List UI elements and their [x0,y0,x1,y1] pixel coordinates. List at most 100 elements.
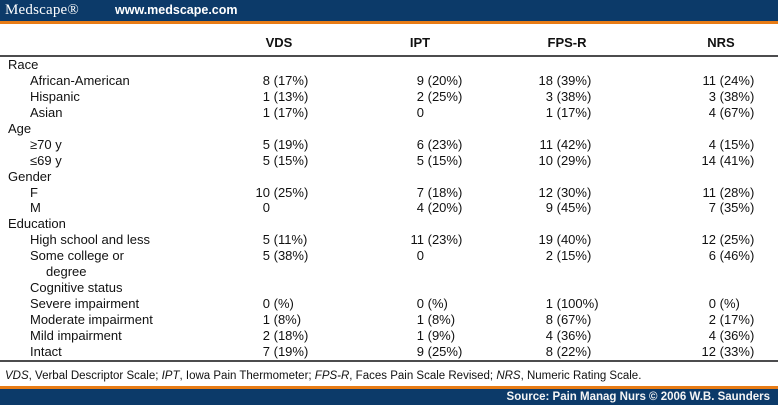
cell-count: 6 [416,136,424,152]
cell-count: 10 [255,184,270,200]
cell-percent: (35%) [716,200,755,216]
cell-percent: (20%) [424,72,463,88]
cell-percent: (18%) [270,327,309,343]
cell-count: 3 [708,88,716,104]
cell-percent: (17%) [553,104,592,120]
section-row: Cognitive status [0,280,778,296]
table-row: Severe impairment 0 (%) 0 (%) 1 (100%) 0 (%) [0,296,778,312]
cell-percent: (30%) [553,184,592,200]
cell-percent: (20%) [424,200,463,216]
top-brand-bar: Medscape® www.medscape.com [0,0,778,21]
table-row: Intact 7 (19%) 9 (25%) 8 (22%) 12 (33%) [0,344,778,360]
cell-percent: (42%) [553,136,592,152]
cell-percent: (15%) [716,136,755,152]
row-label: Asian [30,104,63,120]
cell-count: 4 [545,327,553,343]
cell-count: 11 [702,184,717,200]
cell-percent: (46%) [716,248,755,264]
cell-percent: (23%) [424,136,463,152]
medscape-logo: Medscape® [5,2,80,18]
footnote: VDS, Verbal Descriptor Scale; IPT, Iowa … [0,362,778,386]
footnote-abbrev: NRS [496,370,521,382]
cell-percent: (33%) [716,343,755,359]
row-label: Mild impairment [30,327,122,343]
cell-percent: (67%) [716,104,755,120]
cell-percent: (45%) [553,200,592,216]
row-label: Moderate impairment [30,312,153,328]
orange-divider-bottom [0,386,778,389]
section-row: Age [0,121,778,137]
cell-count: 2 [416,88,424,104]
cell-percent: (22%) [553,343,592,359]
cell-count: 0 [416,248,424,264]
cell-count: 12 [701,232,716,248]
section-row: Race [0,57,778,73]
row-label: M [30,200,41,216]
cell-percent: (25%) [424,88,463,104]
cell-count: 2 [262,327,270,343]
cell-count: 0 [708,296,716,312]
cell-percent: (17%) [716,312,755,328]
table-body: Race African-American 8 (17%) 9 (20%) 18 (39… [0,57,778,360]
cell-percent: (17%) [270,104,309,120]
cell-count: 7 [262,343,270,359]
footnote-text: , Faces Pain Scale Revised; [349,370,497,382]
cell-count: 1 [262,312,270,328]
cell-count: 1 [416,312,424,328]
table-row: M 0 4 (20%) 9 (45%) 7 (35%) [0,200,778,216]
footnote-abbrev: VDS [5,370,29,382]
row-label: Some college or degree [0,248,240,280]
cell-count: 5 [262,136,270,152]
table-header-rule [0,55,778,57]
cell-count: 19 [538,232,553,248]
column-header-ipt: IPT [409,35,431,50]
cell-percent: (38%) [270,248,309,264]
cell-count: 9 [545,200,553,216]
cell-percent: (25%) [270,184,309,200]
footnote-text: , Iowa Pain Thermometer; [179,370,315,382]
column-header-vds: VDS [265,35,293,50]
cell-count: 14 [701,152,716,168]
cell-percent: (13%) [270,88,309,104]
section-label: Education [8,216,66,232]
cell-count: 0 [416,296,424,312]
section-row: Gender [0,169,778,185]
cell-percent: (15%) [424,152,463,168]
table-row: Mild impairment 2 (18%) 1 (9%) 4 (36%) 4 (36… [0,328,778,344]
cell-percent: (15%) [270,152,309,168]
cell-percent: (36%) [553,327,592,343]
cell-count: 10 [538,152,553,168]
cell-percent: (41%) [716,152,755,168]
source-credit: Source: Pain Manag Nurs © 2006 W.B. Saun… [506,391,770,403]
column-header-row: VDS IPT FPS-R NRS [0,24,778,55]
footer-bar: Source: Pain Manag Nurs © 2006 W.B. Saun… [0,389,778,405]
row-label: ≤69 y [30,152,62,168]
cell-percent [424,248,500,280]
cell-count: 18 [538,72,553,88]
cell-percent: (29%) [553,152,592,168]
section-row: Education [0,216,778,232]
orange-divider-top [0,21,778,24]
cell-percent: (8%) [270,312,302,328]
cell-count: 4 [416,200,424,216]
cell-count: 4 [708,136,716,152]
cell-percent: (9%) [424,327,456,343]
cell-count: 8 [545,343,553,359]
cell-percent: (23%) [424,232,463,248]
section-label: Race [8,57,39,72]
footnote-abbrev: IPT [161,370,180,382]
cell-percent: (25%) [716,232,755,248]
table-row: African-American 8 (17%) 9 (20%) 18 (39%) 11… [0,73,778,89]
cell-count: 0 [416,104,424,120]
cell-percent: (11%) [270,232,308,248]
cell-percent [424,105,500,121]
section-label: Cognitive status [30,280,123,296]
row-label-line2: degree [46,264,87,280]
row-label: F [30,184,38,200]
cell-percent: (19%) [270,343,309,359]
table-row: Some college or degree 5 (38%) 0 2 (15%) 6 (4… [0,248,778,280]
table-row: F 10 (25%) 7 (18%) 12 (30%) 11 (28%) [0,185,778,201]
cell-count: 6 [708,248,716,264]
cell-count: 1 [545,296,553,312]
